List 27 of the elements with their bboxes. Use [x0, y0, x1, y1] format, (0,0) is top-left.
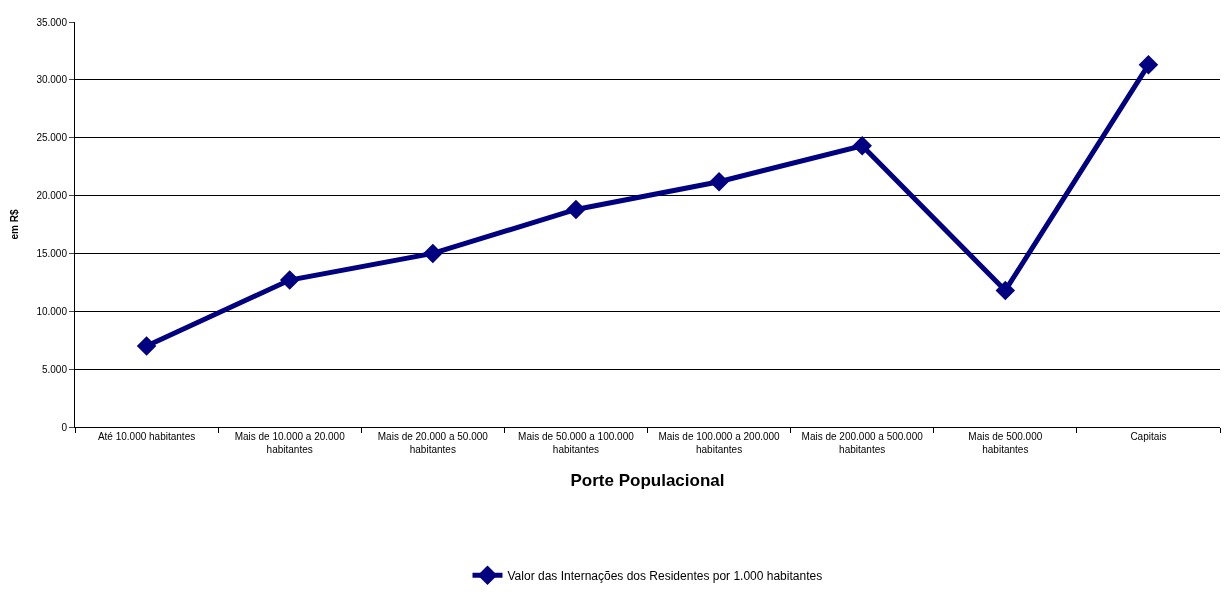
point — [995, 280, 1016, 301]
y-axis-title: em R$ — [9, 209, 21, 240]
point — [852, 136, 872, 156]
x-tick-label: Mais de 500.000 habitantes — [968, 431, 1043, 455]
x-tick-label: Mais de 50.000 a 100.000 habitantes — [518, 431, 635, 455]
x-tick-label: Mais de 100.000 a 200.000 habitantes — [658, 431, 781, 455]
x-tick-label: Mais de 200.000 a 500.000 habitantes — [801, 431, 924, 455]
point — [709, 171, 729, 192]
x-tick-label: Mais de 20.000 a 50.000 habitantes — [377, 431, 489, 455]
point — [1138, 55, 1159, 75]
point — [423, 243, 443, 264]
point — [279, 270, 300, 290]
x-tick-label: Até 10.000 habitantes — [97, 431, 196, 442]
legend-label: Valor das Internações dos Residentes por 1.000 habitantes — [507, 568, 823, 583]
y-tick-label: 5.000 — [41, 363, 68, 375]
y-tick-label: 0 — [61, 421, 68, 433]
y-tick-label: 25.000 — [36, 132, 68, 144]
y-tick-label: 20.000 — [36, 190, 68, 202]
y-tick-label: 10.000 — [36, 305, 68, 317]
y-tick-label: 30.000 — [36, 74, 68, 86]
point — [136, 336, 157, 356]
y-tick-label: 35.000 — [36, 16, 68, 28]
point — [566, 199, 586, 220]
x-tick-label: Capitais — [1130, 431, 1167, 442]
x-axis-title: Porte Populacional — [570, 471, 725, 491]
x-tick-label: Mais de 10.000 a 20.000 habitantes — [234, 431, 346, 455]
y-tick-label: 15.000 — [36, 247, 68, 259]
